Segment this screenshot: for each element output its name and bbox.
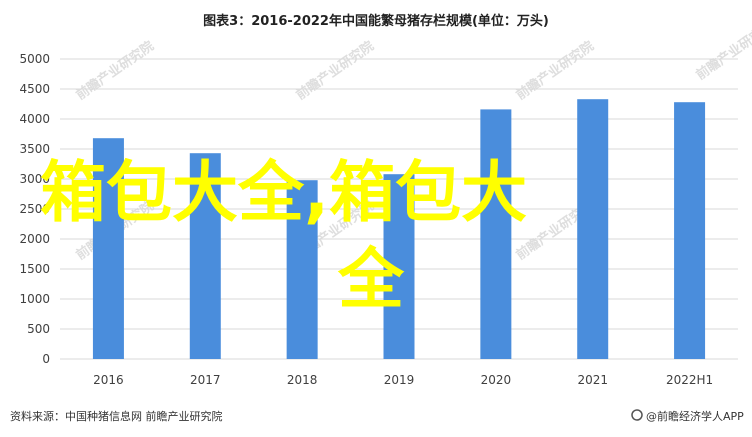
source-note: 资料来源：中国种猪信息网 前瞻产业研究院	[10, 409, 223, 423]
brand-logo-icon	[631, 409, 643, 421]
watermark-text: 前瞻产业研究院	[293, 38, 377, 103]
overlay-text-line2: 全	[337, 241, 405, 318]
bar-2022H1	[674, 102, 706, 359]
y-tick-label: 2500	[19, 202, 50, 216]
y-tick-label: 4500	[19, 82, 50, 96]
bars-group	[92, 99, 706, 360]
y-tick-label: 3500	[19, 142, 50, 156]
y-tick-label: 1500	[19, 262, 50, 276]
x-tick-label: 2016	[93, 373, 124, 387]
x-tick-label: 2018	[287, 373, 318, 387]
bar-2016	[92, 138, 124, 359]
y-axis: 0 500 1000 1500 2000 2500 3000 3500 4000 4500 5000	[19, 52, 50, 366]
x-tick-label: 2017	[190, 373, 221, 387]
x-tick-label: 2021	[577, 373, 608, 387]
y-tick-label: 1000	[19, 292, 50, 306]
bar-2018	[286, 180, 318, 359]
x-tick-label: 2022H1	[666, 373, 713, 387]
overlay-text-line1: 箱包大全,箱包大	[40, 154, 527, 231]
brand-label: @前瞻经济学人APP	[646, 409, 744, 423]
x-axis: 2016 2017 2018 2019 2020 2021 2022H1	[93, 373, 713, 387]
y-tick-label: 5000	[19, 52, 50, 66]
watermark-text: 前瞻产业研究院	[513, 38, 597, 103]
x-tick-label: 2020	[481, 373, 512, 387]
bar-2020	[480, 109, 512, 360]
y-tick-label: 2000	[19, 232, 50, 246]
y-tick-label: 0	[42, 352, 50, 366]
watermark-text: 前瞻产业研究院	[73, 38, 157, 103]
x-tick-label: 2019	[384, 373, 415, 387]
y-tick-label: 3000	[19, 172, 50, 186]
watermark-text: 前瞻产业研究院	[693, 18, 752, 83]
bar-2021	[577, 99, 609, 359]
y-tick-label: 500	[27, 322, 50, 336]
bar-2017	[189, 153, 221, 359]
bar-2019	[383, 174, 415, 359]
chart-title: 图表3：2016-2022年中国能繁母猪存栏规模(单位：万头)	[203, 13, 549, 29]
y-tick-label: 4000	[19, 112, 50, 126]
overlay-banner: 箱包大全,箱包大 全	[40, 154, 527, 318]
brand-mark: @前瞻经济学人APP	[631, 409, 744, 423]
